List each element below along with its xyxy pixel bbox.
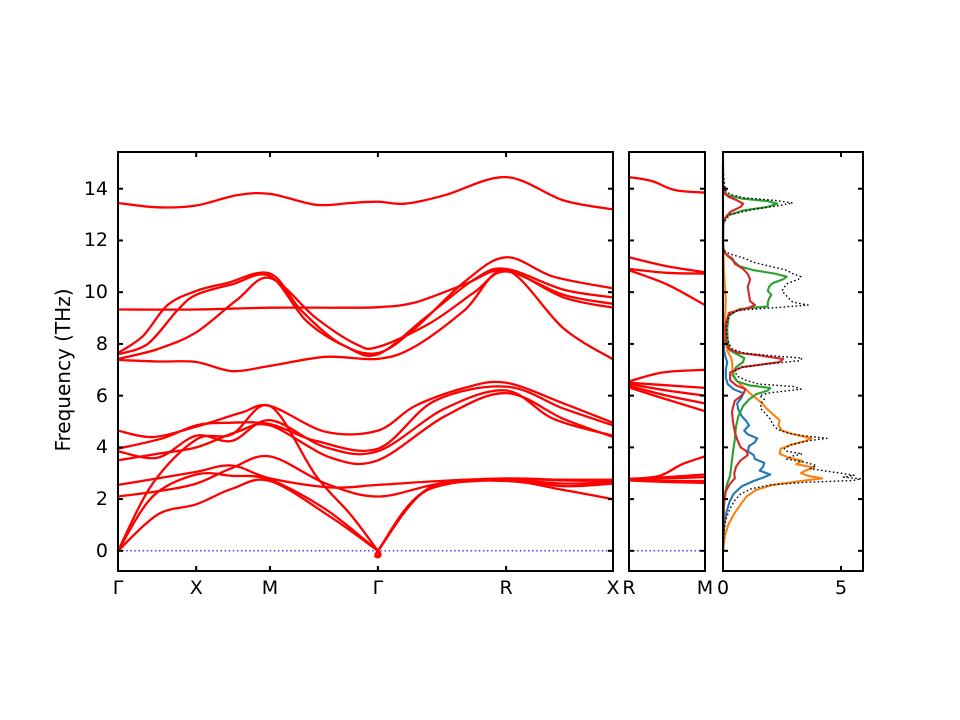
x-tick-label: 0 [716, 577, 730, 599]
band-structure-rm-band-4 [627, 368, 707, 383]
band-structure-rm-band-0 [627, 175, 707, 194]
band-structure-main-band-14 [116, 175, 615, 211]
band-structure-main-band-8 [116, 380, 615, 439]
x-tick-label: R [622, 577, 636, 599]
band-structure-rm-band-5 [627, 381, 707, 390]
x-tick-label: Γ [112, 577, 124, 599]
band-structure-main-band-12 [116, 270, 615, 361]
band-structure-main-band-6 [116, 389, 615, 460]
band-structure-main-band-0 [116, 478, 615, 559]
band-structure-main-band-9 [116, 269, 615, 373]
x-tick-label: R [499, 577, 513, 599]
y-tick-label: 8 [95, 332, 108, 355]
y-tick-label: 14 [83, 177, 108, 200]
y-tick-label: 2 [95, 488, 108, 511]
band-structure-rm-band-3 [627, 269, 707, 307]
band-structure-rm-band-13 [627, 479, 707, 484]
band-structure-rm-band-6 [627, 382, 707, 397]
band-structure-rm-band-2 [627, 267, 707, 275]
x-tick-label: M [696, 577, 714, 599]
band-structure-main-spines [117, 151, 614, 572]
pdos-blue-curve [721, 162, 772, 551]
band-structure-main-band-10 [116, 256, 615, 355]
dos-spines [722, 151, 864, 572]
x-tick-label: 5 [834, 577, 848, 599]
band-structure-rm-band-8 [627, 386, 707, 413]
y-tick-label: 4 [95, 436, 108, 459]
band-structure-main-band-11 [116, 267, 615, 357]
y-tick-label: 10 [83, 281, 108, 304]
band-structure-main-band-4 [116, 464, 615, 489]
band-structure-main-band-13 [116, 268, 615, 311]
band-structure-rm-band-7 [627, 384, 707, 405]
y-tick-label: 0 [95, 539, 108, 562]
x-tick-label: X [189, 577, 203, 599]
band-structure-rm-band-1 [627, 256, 707, 274]
x-tick-label: M [261, 577, 279, 599]
band-structure-rm-spines [628, 151, 706, 572]
pdos-green-curve [721, 162, 788, 551]
y-tick-label: 12 [83, 229, 108, 252]
x-tick-label: X [606, 577, 620, 599]
y-tick-label: 6 [95, 384, 108, 407]
x-tick-label: Γ [372, 577, 384, 599]
